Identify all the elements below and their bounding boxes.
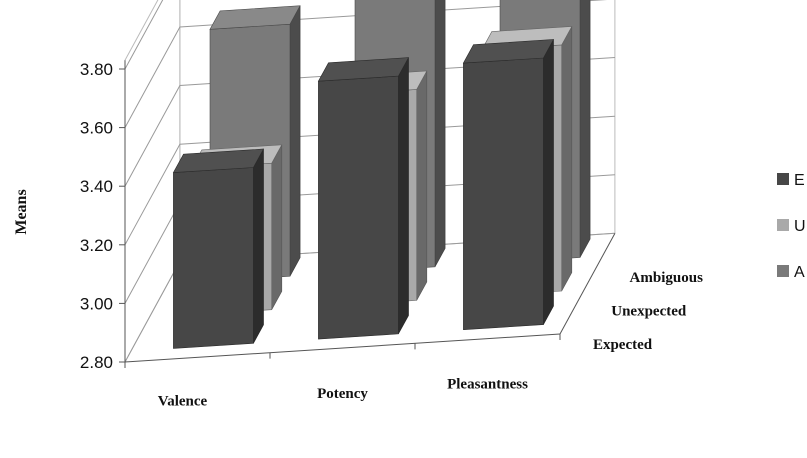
depth-axis-line [559,233,616,335]
depth-tick-label: Unexpected [611,303,687,319]
y-axis-label: Means [13,189,30,234]
legend-swatch [777,173,789,185]
bars [172,0,591,349]
bar-top [209,5,301,30]
bar-top [317,57,410,82]
gridline [124,0,164,70]
x-tick-label: Pleasantness [447,377,528,393]
bar-side [253,148,264,344]
gridline [124,0,608,128]
depth-tick-label: Expected [593,337,653,353]
bar-side [271,144,283,310]
bar-side [289,5,301,277]
axes [119,60,616,368]
bar-front [463,57,544,331]
bar-side [434,0,446,267]
bar-front [173,167,254,349]
bar-E-pleasantness [462,39,555,331]
legend-swatch [777,265,789,277]
bar-side [579,0,591,258]
legend-label: E [794,172,805,189]
y-tick-label: 3.80 [80,60,113,79]
y-tick-label: 3.20 [80,236,113,255]
legend: E U A [777,172,806,281]
bar-side [561,26,573,292]
y-tick-label: 3.40 [80,177,113,196]
legend-label: A [794,264,805,281]
bar-side [398,57,409,335]
bar-top [462,39,555,64]
legend-label: U [794,218,806,235]
x-axis-line [124,333,561,363]
y-tick-label: 2.80 [80,353,113,372]
bar-side [416,70,428,301]
y-tick-label: 3.60 [80,119,113,138]
bar-E-potency [317,57,410,340]
axis-labels: 2.80 3.00 3.20 3.40 3.60 3.80 Valence Potency Pl… [80,60,703,409]
bar-top [172,148,265,173]
bar-front [318,75,399,340]
legend-swatch [777,219,789,231]
y-tick-label: 3.00 [80,294,113,313]
bar-side [543,39,554,325]
depth-tick-label: Ambiguous [630,270,704,286]
x-tick-label: Potency [317,386,368,402]
bar-E-valence [172,148,265,349]
x-tick-label: Valence [158,393,208,409]
